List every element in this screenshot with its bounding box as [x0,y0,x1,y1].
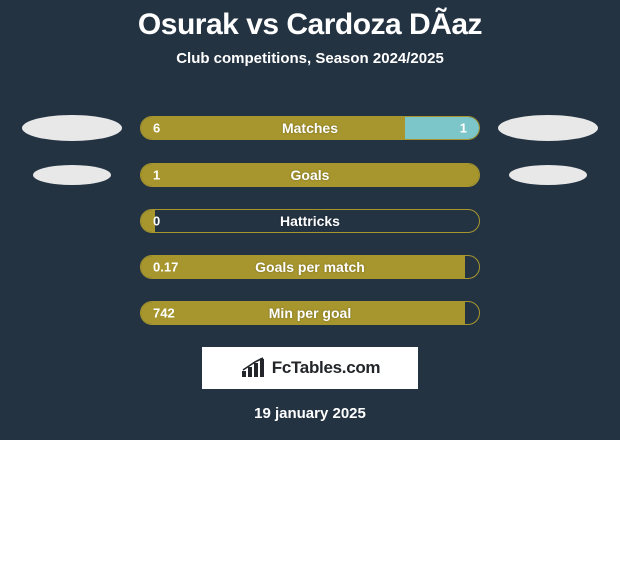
logo-text: FcTables.com [272,358,381,378]
subtitle: Club competitions, Season 2024/2025 [0,50,620,67]
fctables-icon [240,357,268,379]
bar-value-left: 6 [153,121,160,136]
stat-bar: Matches6 1 [140,116,480,140]
side-left [22,165,122,185]
ellipse-icon [498,115,598,141]
bar-label: Goals per match [141,259,479,275]
side-right [498,165,598,185]
stat-row: Matches6 1 [0,115,620,141]
bar-value-right: 1 [460,121,467,136]
stat-bar: Goals1 [140,163,480,187]
stat-bar: Min per goal742 [140,301,480,325]
stat-bar: Hattricks0 [140,209,480,233]
bar-value-left: 742 [153,306,175,321]
stat-row: Hattricks0 [0,209,620,233]
stat-row: Min per goal742 [0,301,620,325]
side-right [498,115,598,141]
bar-value-left: 1 [153,168,160,183]
comparison-card: Osurak vs Cardoza DÃ­az Club competition… [0,0,620,440]
bar-value-left: 0.17 [153,260,178,275]
ellipse-icon [33,165,111,185]
logo-box: FcTables.com [202,347,418,389]
stat-row: Goals1 [0,163,620,187]
side-left [22,115,122,141]
page-title: Osurak vs Cardoza DÃ­az [0,0,620,42]
stat-row: Goals per match0.17 [0,255,620,279]
bar-label: Hattricks [141,213,479,229]
stat-rows: Matches61Goals1Hattricks0Goals per match… [0,115,620,325]
bar-value-left: 0 [153,214,160,229]
bar-label: Goals [141,167,479,183]
bar-label: Matches [141,120,479,136]
ellipse-icon [509,165,587,185]
ellipse-icon [22,115,122,141]
stat-bar: Goals per match0.17 [140,255,480,279]
bar-label: Min per goal [141,305,479,321]
date-label: 19 january 2025 [0,405,620,422]
